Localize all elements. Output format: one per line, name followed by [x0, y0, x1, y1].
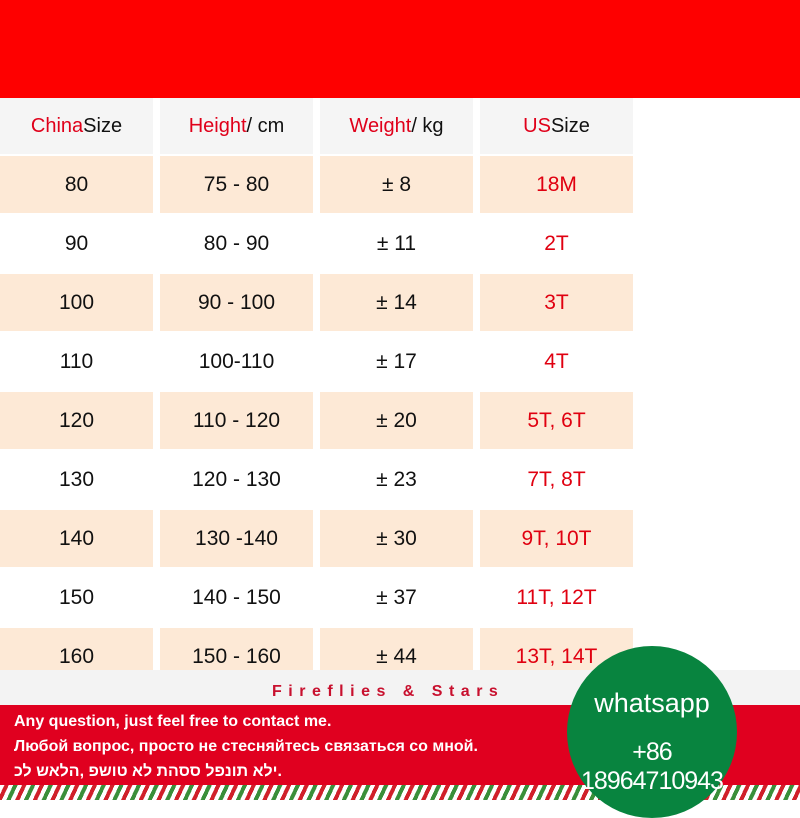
cell-height: 100-110 [198, 349, 275, 373]
cell-height: 130 -140 [160, 510, 313, 567]
cell-weight: ± 17 [376, 349, 417, 373]
top-banner [0, 0, 800, 98]
size-chart-table: China Size Height / cm Weight / kg US Si… [0, 98, 640, 685]
table-row: 100 90 - 100 ± 14 3T [0, 274, 640, 331]
cell-china-size: 140 [0, 510, 153, 567]
cell-us-size: 2T [544, 231, 569, 255]
header-red: US [523, 114, 551, 137]
whatsapp-label: whatsapp [594, 688, 710, 718]
cell-china-size: 100 [0, 274, 153, 331]
header-red: Height [188, 114, 247, 137]
table-row: 150 140 - 150 ± 37 11T, 12T [0, 569, 640, 626]
table-row: 140 130 -140 ± 30 9T, 10T [0, 510, 640, 567]
whatsapp-phone: +86 18964710943 [581, 738, 724, 795]
table-header: China Size Height / cm Weight / kg US Si… [0, 98, 640, 154]
cell-china-size: 80 [0, 156, 153, 213]
header-rest: Size [550, 114, 590, 137]
header-weight: Weight / kg [320, 98, 473, 154]
cell-china-size: 110 [59, 349, 94, 373]
header-rest: / kg [411, 114, 444, 137]
contact-message-en: Any question, just feel free to contact … [14, 713, 332, 730]
whatsapp-badge: whatsapp +86 18964710943 [567, 646, 737, 818]
header-china-size: China Size [0, 98, 153, 154]
table-row: 110 100-110 ± 17 4T [0, 333, 640, 390]
table-row: 120 110 - 120 ± 20 5T, 6T [0, 392, 640, 449]
cell-china-size: 120 [0, 392, 153, 449]
cell-us-size: 7T, 8T [527, 467, 586, 491]
header-red: Weight [349, 114, 412, 137]
cell-weight: ± 37 [376, 585, 417, 609]
cell-height: 140 - 150 [192, 585, 281, 609]
cell-height: 90 - 100 [160, 274, 313, 331]
cell-weight: ± 8 [320, 156, 473, 213]
cell-us-size: 4T [544, 349, 569, 373]
header-height: Height / cm [160, 98, 313, 154]
table-row: 80 75 - 80 ± 8 18M [0, 156, 640, 213]
cell-weight: ± 14 [320, 274, 473, 331]
brand-name: Fireflies & Stars [272, 683, 505, 700]
contact-message-he: ילא תונפל ססהת לא טושפ ,הלאש לכ. [14, 763, 282, 780]
cell-weight: ± 20 [320, 392, 473, 449]
cell-weight: ± 30 [320, 510, 473, 567]
cell-us-size: 3T [480, 274, 633, 331]
cell-us-size: 11T, 12T [516, 585, 597, 609]
cell-height: 75 - 80 [160, 156, 313, 213]
cell-china-size: 90 [64, 231, 89, 255]
cell-weight: ± 23 [376, 467, 417, 491]
header-red: China [30, 114, 84, 137]
header-rest: / cm [246, 114, 285, 137]
cell-us-size: 5T, 6T [480, 392, 633, 449]
cell-height: 120 - 130 [192, 467, 281, 491]
contact-message-ru: Любой вопрос, просто не стесняйтесь связ… [14, 738, 478, 755]
table-row: 130 120 - 130 ± 23 7T, 8T [0, 451, 640, 508]
cell-china-size: 130 [58, 467, 95, 491]
header-rest: Size [83, 114, 123, 137]
header-us-size: US Size [480, 98, 633, 154]
table-row: 90 80 - 90 ± 11 2T [0, 215, 640, 272]
cell-weight: ± 11 [376, 231, 417, 255]
cell-us-size: 18M [480, 156, 633, 213]
cell-us-size: 9T, 10T [480, 510, 633, 567]
cell-height: 80 - 90 [203, 231, 270, 255]
cell-height: 110 - 120 [160, 392, 313, 449]
cell-china-size: 150 [58, 585, 95, 609]
